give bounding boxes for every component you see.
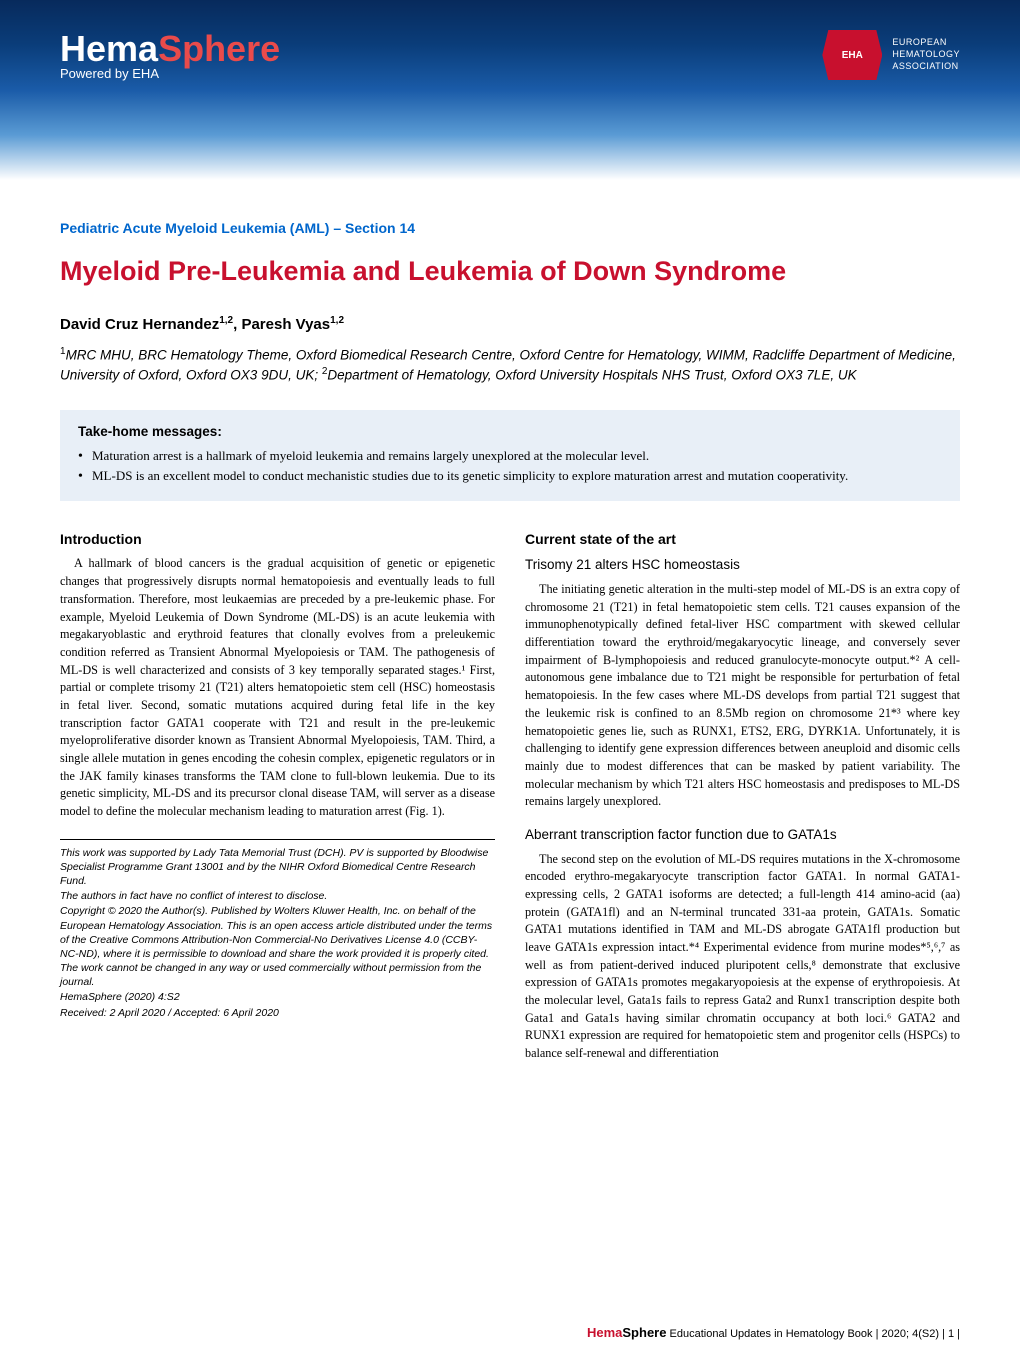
left-column: Introduction A hallmark of blood cancers… [60,529,495,1073]
footer-sphere: Sphere [622,1325,666,1340]
logo-sphere: Sphere [158,28,280,69]
header-banner: HemaSphere Powered by EHA EHA EUROPEAN H… [0,0,1020,180]
page-footer: HemaSphere Educational Updates in Hemato… [0,1325,1020,1340]
footnotes-block: This work was supported by Lady Tata Mem… [60,839,495,1020]
takehome-list: Maturation arrest is a hallmark of myelo… [78,447,942,485]
trisomy-subheading: Trisomy 21 alters HSC homeostasis [525,555,960,575]
takehome-box: Take-home messages: Maturation arrest is… [60,410,960,501]
introduction-heading: Introduction [60,529,495,549]
footer-hema: Hema [587,1325,622,1340]
hemasphere-logo: HemaSphere Powered by EHA [60,28,280,81]
eha-line3: ASSOCIATION [892,61,960,73]
footnote-line: The authors in fact have no conflict of … [60,889,495,903]
page-content: Pediatric Acute Myeloid Leukemia (AML) –… [0,180,1020,1093]
eha-association-text: EUROPEAN HEMATOLOGY ASSOCIATION [892,37,960,72]
takehome-item: ML-DS is an excellent model to conduct m… [78,467,942,485]
takehome-title: Take-home messages: [78,424,942,439]
logo-hema: Hema [60,28,158,69]
takehome-item: Maturation arrest is a hallmark of myelo… [78,447,942,465]
authors: David Cruz Hernandez1,2, Paresh Vyas1,2 [60,315,960,333]
eha-line1: EUROPEAN [892,37,960,49]
footnote-line: Received: 2 April 2020 / Accepted: 6 Apr… [60,1006,495,1020]
footnote-line: Copyright © 2020 the Author(s). Publishe… [60,904,495,989]
affiliations: 1MRC MHU, BRC Hematology Theme, Oxford B… [60,345,960,386]
gata-paragraph: The second step on the evolution of ML-D… [525,851,960,1063]
right-column: Current state of the art Trisomy 21 alte… [525,529,960,1073]
gata-subheading: Aberrant transcription factor function d… [525,825,960,845]
eha-logo-block: EHA EUROPEAN HEMATOLOGY ASSOCIATION [822,30,960,80]
state-of-art-heading: Current state of the art [525,529,960,549]
introduction-paragraph: A hallmark of blood cancers is the gradu… [60,555,495,820]
eha-line2: HEMATOLOGY [892,49,960,61]
footnote-line: This work was supported by Lady Tata Mem… [60,846,495,889]
footer-tail: Educational Updates in Hematology Book |… [666,1328,960,1340]
two-column-body: Introduction A hallmark of blood cancers… [60,529,960,1073]
trisomy-paragraph: The initiating genetic alteration in the… [525,581,960,811]
eha-badge-icon: EHA [822,30,882,80]
article-title: Myeloid Pre-Leukemia and Leukemia of Dow… [60,256,960,287]
eha-badge-text: EHA [842,50,863,61]
footnote-line: HemaSphere (2020) 4:S2 [60,990,495,1004]
section-label: Pediatric Acute Myeloid Leukemia (AML) –… [60,220,960,236]
